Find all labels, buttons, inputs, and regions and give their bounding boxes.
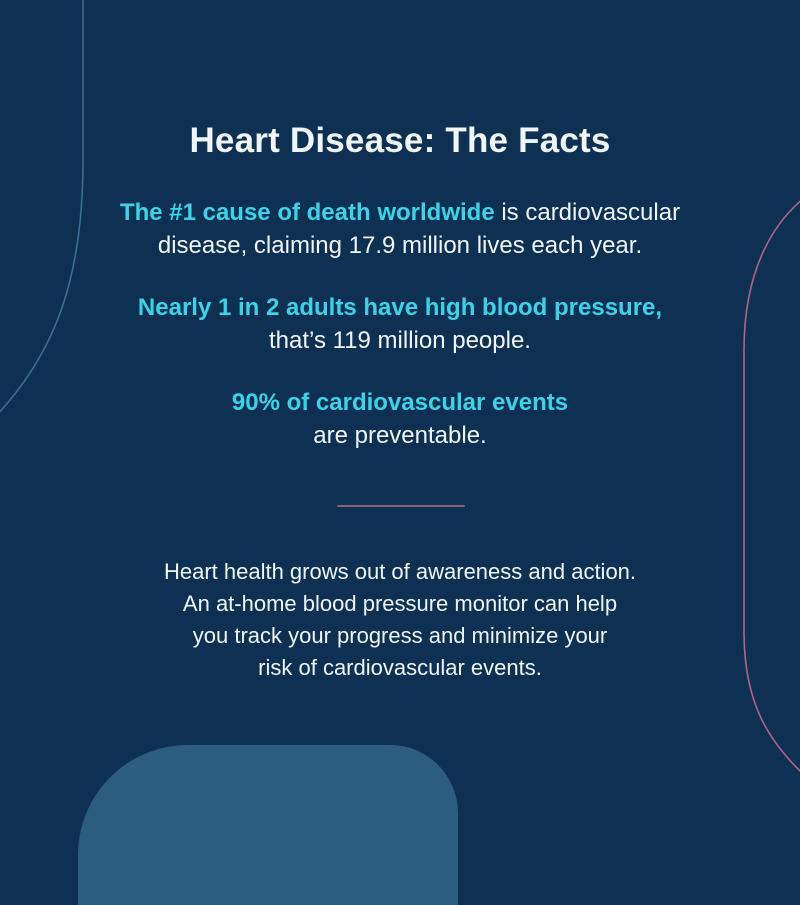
fact-highlight-text: The #1 cause of death worldwide bbox=[119, 199, 495, 226]
fact-line: Nearly 1 in 2 adults have high blood pre… bbox=[0, 291, 800, 324]
page-title: Heart Disease: The Facts bbox=[189, 121, 611, 160]
fact-plain-text: that’s 119 million people. bbox=[269, 327, 531, 354]
fact-preventable-events: 90% of cardiovascular events are prevent… bbox=[0, 386, 800, 452]
fact-line: 90% of cardiovascular events bbox=[0, 386, 800, 419]
section-divider bbox=[337, 505, 465, 507]
fact-highlight-text: 90% of cardiovascular events bbox=[231, 389, 569, 416]
bottom-rounded-panel bbox=[78, 745, 458, 905]
footer-note-line: An at-home blood pressure monitor can he… bbox=[182, 591, 618, 616]
fact-line: are preventable. bbox=[0, 419, 800, 452]
fact-high-blood-pressure: Nearly 1 in 2 adults have high blood pre… bbox=[0, 291, 800, 357]
fact-line: The #1 cause of death worldwide is cardi… bbox=[0, 196, 800, 229]
footer-note: Heart health grows out of awareness and … bbox=[0, 556, 800, 684]
fact-plain-text: is cardiovascular bbox=[494, 199, 681, 226]
right-rose-curve-line bbox=[743, 200, 800, 773]
footer-note-line: Heart health grows out of awareness and … bbox=[163, 559, 637, 584]
fact-highlight-text: Nearly 1 in 2 adults have high blood pre… bbox=[137, 294, 663, 321]
fact-plain-text: disease, claiming 17.9 million lives eac… bbox=[157, 232, 643, 259]
fact-line: that’s 119 million people. bbox=[0, 324, 800, 357]
fact-cause-of-death: The #1 cause of death worldwide is cardi… bbox=[0, 196, 800, 262]
fact-plain-text: are preventable. bbox=[313, 422, 487, 449]
footer-note-line: you track your progress and minimize you… bbox=[192, 623, 608, 648]
fact-line: disease, claiming 17.9 million lives eac… bbox=[0, 229, 800, 262]
footer-note-line: risk of cardiovascular events. bbox=[258, 655, 542, 680]
